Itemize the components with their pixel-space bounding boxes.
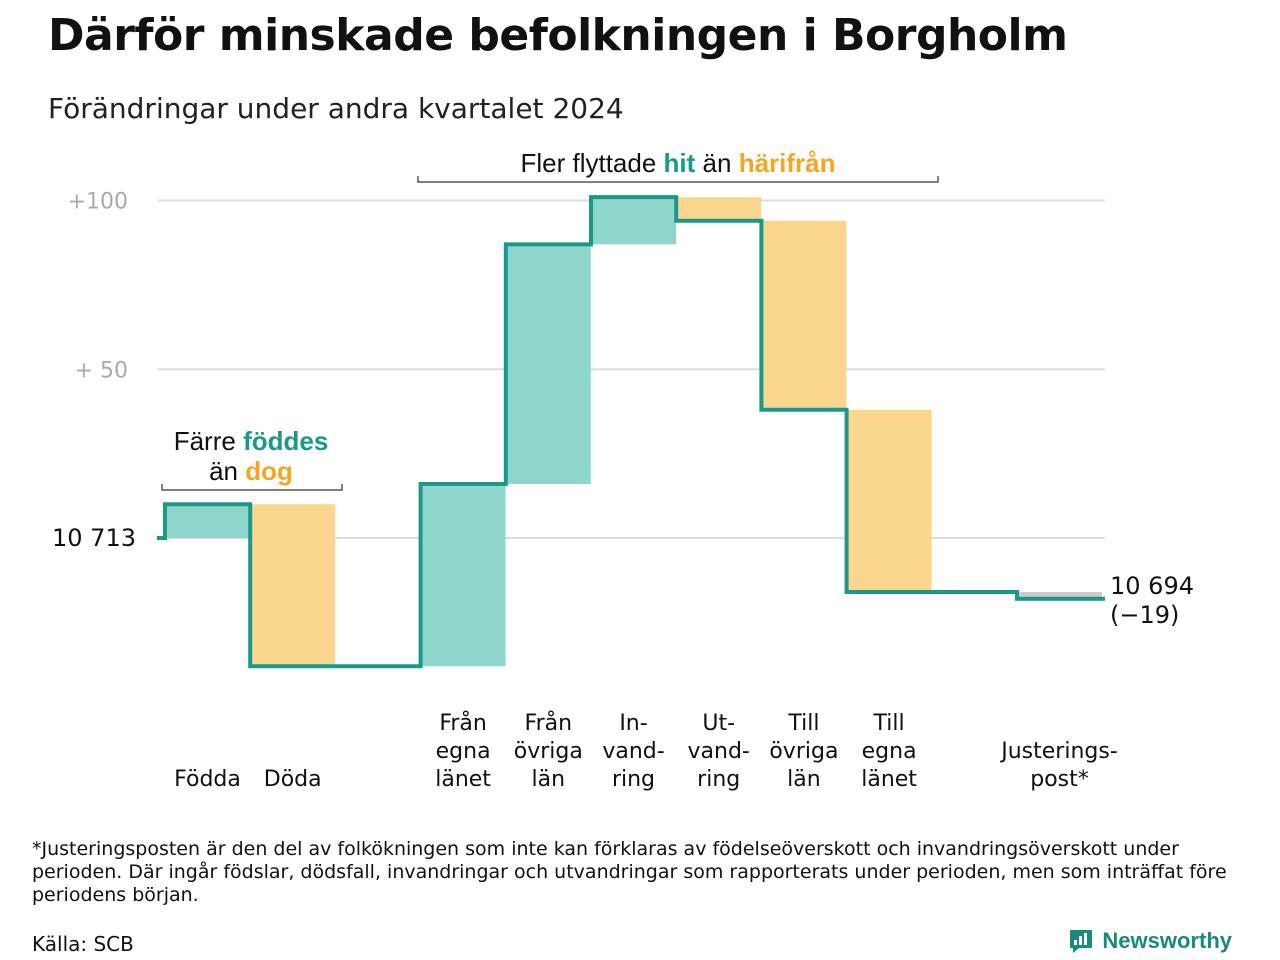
births-annotation-in: föddes [243, 426, 329, 456]
migration-annotation-mid: än [702, 148, 732, 178]
footnote: *Justeringsposten är den del av folkökni… [32, 838, 1227, 906]
waterfall-bar [761, 220, 847, 410]
births-bracket [161, 484, 343, 491]
births-annotation-mid: än [209, 456, 239, 486]
waterfall-bar [1017, 592, 1102, 599]
brand-logo: Newsworthy [1068, 928, 1232, 954]
migration-bracket [417, 176, 939, 183]
x-category-label: Döda [264, 767, 322, 792]
waterfall-bar [505, 244, 591, 484]
births-annotation-prefix: Färre [173, 426, 236, 456]
page-title: Därför minskade befolkningen i Borgholm [48, 10, 1068, 61]
waterfall-bar [846, 409, 932, 592]
x-category-label: Till övriga län [769, 711, 838, 792]
source-note: Källa: SCB [32, 932, 134, 956]
x-category-label: Från övriga län [514, 710, 583, 792]
x-category-label: Från egna länet [435, 710, 491, 792]
x-category-label: Ut-vand-ring [688, 711, 750, 792]
births-annotation-out: dog [245, 456, 293, 486]
start-value-label: 10 713 [52, 524, 136, 552]
migration-annotation-out: härifrån [738, 148, 836, 178]
x-category-label: Till egna länet [861, 711, 917, 792]
x-category-label: Justerings-post* [999, 739, 1118, 792]
y-tick-label: +100 [68, 190, 128, 215]
waterfall-bar [165, 504, 250, 538]
x-category-label: Födda [174, 767, 241, 792]
cumulative-step-line [157, 195, 1105, 669]
migration-annotation: Fler flyttade hit än härifrån [418, 148, 938, 179]
births-annotation: Färre föddes än dog [160, 426, 342, 486]
end-value-label: 10 694 [1110, 572, 1194, 600]
end-change-label: (−19) [1110, 601, 1179, 629]
brand-name: Newsworthy [1102, 928, 1232, 953]
waterfall-bar [250, 504, 336, 667]
chat-bar-chart-icon [1070, 930, 1093, 953]
y-tick-label: + 50 [75, 358, 128, 383]
page-subtitle: Förändringar under andra kvartalet 2024 [48, 92, 624, 125]
migration-annotation-prefix: Fler flyttade [520, 148, 657, 178]
waterfall-bar [420, 484, 506, 667]
x-category-label: In-vand-ring [602, 711, 664, 792]
migration-annotation-in: hit [663, 148, 696, 178]
waterfall-bar [676, 197, 762, 221]
waterfall-bar [591, 197, 676, 245]
